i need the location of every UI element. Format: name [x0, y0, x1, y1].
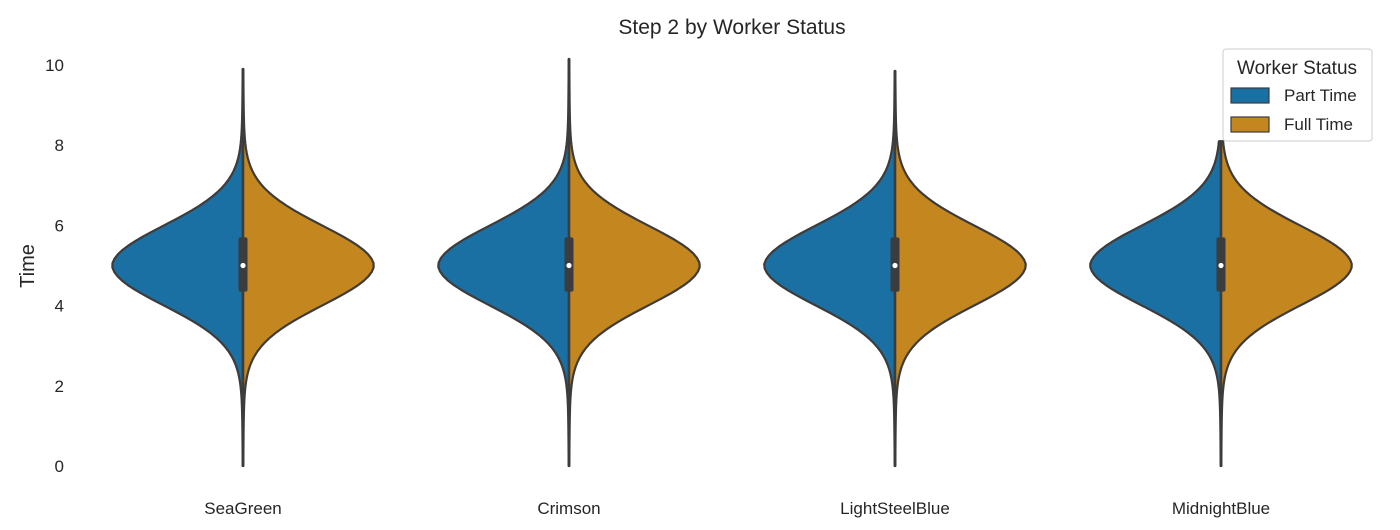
median-dot [1218, 262, 1224, 269]
y-tick-label: 0 [55, 457, 64, 476]
legend-entries: Part Time Full Time [1230, 86, 1357, 134]
full-time-half-violin [241, 67, 375, 468]
part-time-half-violin [111, 67, 245, 468]
y-tick-label: 10 [45, 56, 64, 75]
part-time-half-violin [763, 69, 897, 468]
legend-swatch [1230, 87, 1270, 104]
y-tick-label: 8 [55, 136, 64, 155]
y-axis-label: Time [17, 244, 39, 288]
legend-title: Worker Status [1237, 58, 1357, 79]
x-tick-label: LightSteelBlue [840, 499, 950, 518]
x-tick-label: Crimson [537, 499, 600, 518]
part-time-half-violin [437, 57, 571, 468]
legend-swatch [1230, 116, 1270, 133]
median-dot [566, 262, 572, 269]
violins [111, 57, 1353, 468]
part-time-half-violin [1089, 140, 1223, 468]
median-dot [240, 262, 246, 269]
y-tick-label: 2 [55, 377, 64, 396]
median-dot [892, 262, 898, 269]
x-axis-ticks: SeaGreen Crimson LightSteelBlue MidnightBlu… [204, 499, 1270, 518]
legend-label: Part Time [1284, 86, 1357, 105]
y-axis-ticks: 0 2 4 6 8 10 [45, 56, 64, 476]
x-tick-label: MidnightBlue [1172, 499, 1270, 518]
y-tick-label: 4 [55, 297, 64, 316]
full-time-half-violin [567, 57, 701, 468]
full-time-half-violin [1219, 140, 1353, 468]
legend-label: Full Time [1284, 115, 1353, 134]
violin-crimson [437, 57, 701, 468]
y-tick-label: 6 [55, 216, 64, 235]
legend: Worker Status Part Time Full Time [1222, 48, 1373, 142]
violin-midnightblue [1089, 140, 1353, 468]
violin-seagreen [111, 67, 375, 468]
full-time-half-violin [893, 69, 1027, 468]
chart-title: Step 2 by Worker Status [618, 16, 845, 39]
violin-lightsteelblue [763, 69, 1027, 468]
x-tick-label: SeaGreen [204, 499, 282, 518]
